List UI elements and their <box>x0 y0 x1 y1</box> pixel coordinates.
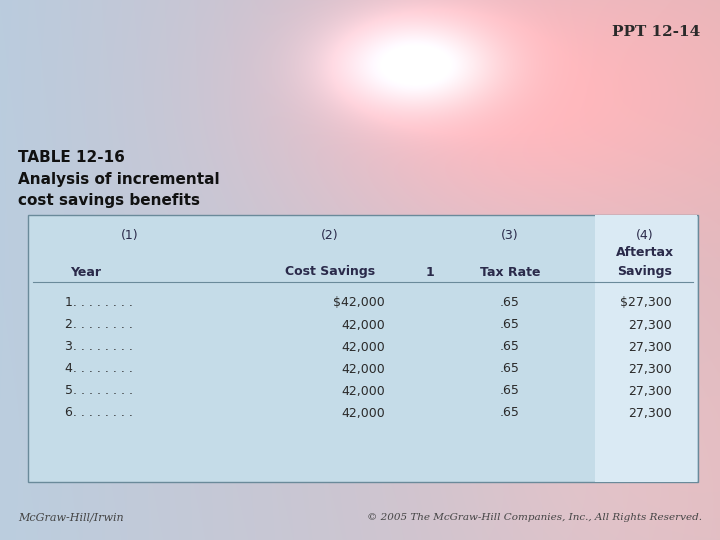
Text: (2): (2) <box>321 228 339 241</box>
Text: $27,300: $27,300 <box>620 295 672 308</box>
Text: cost savings benefits: cost savings benefits <box>18 193 200 208</box>
Text: 2. . . . . . . .: 2. . . . . . . . <box>65 319 133 332</box>
Text: 42,000: 42,000 <box>341 384 385 397</box>
Text: Analysis of incremental: Analysis of incremental <box>18 172 220 187</box>
Text: Savings: Savings <box>618 266 672 279</box>
Text: 6. . . . . . . .: 6. . . . . . . . <box>65 407 133 420</box>
Text: TABLE 12-16: TABLE 12-16 <box>18 150 125 165</box>
Text: (1): (1) <box>121 228 139 241</box>
Text: 42,000: 42,000 <box>341 341 385 354</box>
Text: .65: .65 <box>500 341 520 354</box>
Text: (3): (3) <box>501 228 519 241</box>
Text: 1: 1 <box>426 266 434 279</box>
Text: © 2005 The McGraw-Hill Companies, Inc., All Rights Reserved.: © 2005 The McGraw-Hill Companies, Inc., … <box>367 513 702 522</box>
Text: 27,300: 27,300 <box>629 362 672 375</box>
Text: .65: .65 <box>500 295 520 308</box>
Text: 42,000: 42,000 <box>341 319 385 332</box>
Text: 42,000: 42,000 <box>341 362 385 375</box>
Text: .65: .65 <box>500 384 520 397</box>
Text: $42,000: $42,000 <box>333 295 385 308</box>
Text: Cost Savings: Cost Savings <box>285 266 375 279</box>
Text: 1. . . . . . . .: 1. . . . . . . . <box>65 295 133 308</box>
FancyBboxPatch shape <box>28 215 698 482</box>
Text: .65: .65 <box>500 362 520 375</box>
Text: 27,300: 27,300 <box>629 319 672 332</box>
Text: Year: Year <box>70 266 101 279</box>
Text: 27,300: 27,300 <box>629 407 672 420</box>
Text: 27,300: 27,300 <box>629 341 672 354</box>
Text: 42,000: 42,000 <box>341 407 385 420</box>
FancyBboxPatch shape <box>595 215 697 482</box>
Text: Tax Rate: Tax Rate <box>480 266 540 279</box>
Text: 5. . . . . . . .: 5. . . . . . . . <box>65 384 133 397</box>
Text: 3. . . . . . . .: 3. . . . . . . . <box>65 341 133 354</box>
Text: PPT 12-14: PPT 12-14 <box>612 25 700 39</box>
Text: McGraw-Hill/Irwin: McGraw-Hill/Irwin <box>18 512 124 522</box>
Text: 27,300: 27,300 <box>629 384 672 397</box>
Text: .65: .65 <box>500 319 520 332</box>
Text: .65: .65 <box>500 407 520 420</box>
Text: Aftertax: Aftertax <box>616 246 674 260</box>
Text: 4. . . . . . . .: 4. . . . . . . . <box>65 362 133 375</box>
Text: (4): (4) <box>636 228 654 241</box>
